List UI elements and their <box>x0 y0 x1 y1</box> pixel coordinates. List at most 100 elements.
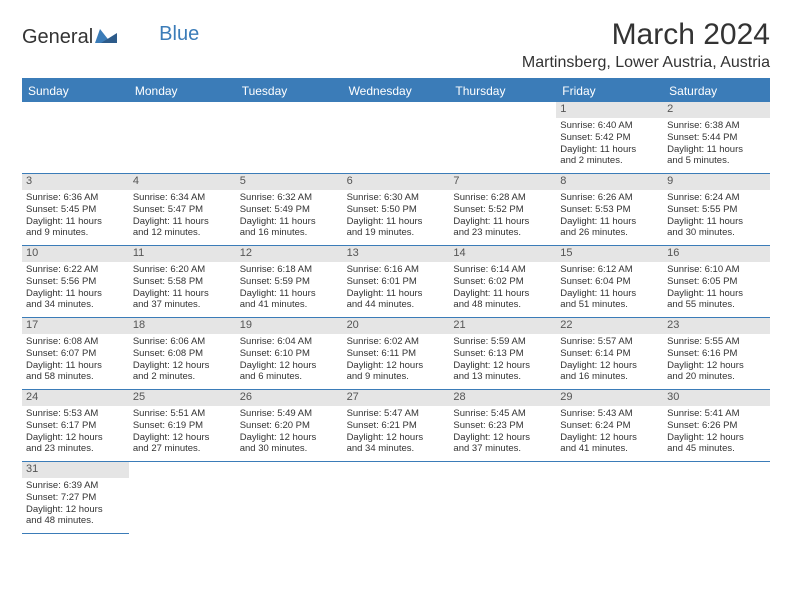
day-info-line: Sunrise: 5:45 AM <box>453 408 552 420</box>
day-info-line: Sunset: 6:08 PM <box>133 348 232 360</box>
day-cell: 8Sunrise: 6:26 AMSunset: 5:53 PMDaylight… <box>556 174 663 246</box>
day-cell: 4Sunrise: 6:34 AMSunset: 5:47 PMDaylight… <box>129 174 236 246</box>
day-info-line: Daylight: 11 hours <box>667 216 766 228</box>
day-info-line: and 37 minutes. <box>133 299 232 311</box>
logo-text-general: General <box>22 26 93 49</box>
day-number: 30 <box>663 390 770 406</box>
day-cell: 2Sunrise: 6:38 AMSunset: 5:44 PMDaylight… <box>663 102 770 174</box>
day-info-line: Sunrise: 6:34 AM <box>133 192 232 204</box>
day-info-line: Sunrise: 6:26 AM <box>560 192 659 204</box>
day-number: 27 <box>343 390 450 406</box>
day-info-line: Daylight: 12 hours <box>667 432 766 444</box>
day-cell: 15Sunrise: 6:12 AMSunset: 6:04 PMDayligh… <box>556 246 663 318</box>
day-info-line: Daylight: 11 hours <box>133 216 232 228</box>
day-info-line: Sunrise: 6:12 AM <box>560 264 659 276</box>
calendar-grid: SundayMondayTuesdayWednesdayThursdayFrid… <box>22 78 770 534</box>
day-cell: 6Sunrise: 6:30 AMSunset: 5:50 PMDaylight… <box>343 174 450 246</box>
day-number: 18 <box>129 318 236 334</box>
day-info-line: Daylight: 11 hours <box>26 360 125 372</box>
day-info-line: and 19 minutes. <box>347 227 446 239</box>
month-title: March 2024 <box>522 18 770 52</box>
day-cell: 23 Sunrise: 5:55 AMSunset: 6:16 PMDayligh… <box>663 318 770 390</box>
day-info-line: Sunset: 6:23 PM <box>453 420 552 432</box>
day-info-line: Sunset: 6:07 PM <box>26 348 125 360</box>
day-cell: 5Sunrise: 6:32 AMSunset: 5:49 PMDaylight… <box>236 174 343 246</box>
day-info-line: Daylight: 12 hours <box>26 504 125 516</box>
day-info-line: Sunrise: 6:28 AM <box>453 192 552 204</box>
day-number: 25 <box>129 390 236 406</box>
day-info-line: Sunrise: 6:38 AM <box>667 120 766 132</box>
day-cell: 19Sunrise: 6:04 AMSunset: 6:10 PMDayligh… <box>236 318 343 390</box>
day-info-line: Daylight: 11 hours <box>347 216 446 228</box>
day-info-line: Sunset: 6:16 PM <box>667 348 766 360</box>
day-info-line: Sunrise: 6:30 AM <box>347 192 446 204</box>
day-number: 9 <box>663 174 770 190</box>
day-info-line: Daylight: 11 hours <box>560 144 659 156</box>
day-info-line: Sunset: 5:53 PM <box>560 204 659 216</box>
day-info-line: Sunset: 5:58 PM <box>133 276 232 288</box>
day-info-line: Sunrise: 5:51 AM <box>133 408 232 420</box>
day-info-line: and 2 minutes. <box>133 371 232 383</box>
weekday-header: Friday <box>556 80 663 102</box>
day-cell: 26Sunrise: 5:49 AMSunset: 6:20 PMDayligh… <box>236 390 343 462</box>
day-number: 14 <box>449 246 556 262</box>
day-number: 31 <box>22 462 129 478</box>
day-cell: 22Sunrise: 5:57 AMSunset: 6:14 PMDayligh… <box>556 318 663 390</box>
day-info-line: and 16 minutes. <box>240 227 339 239</box>
day-info-line: and 27 minutes. <box>133 443 232 455</box>
day-info-line: Sunrise: 6:06 AM <box>133 336 232 348</box>
day-info-line: and 12 minutes. <box>133 227 232 239</box>
day-cell: 3Sunrise: 6:36 AMSunset: 5:45 PMDaylight… <box>22 174 129 246</box>
day-info-line: Sunset: 5:50 PM <box>347 204 446 216</box>
day-info-line: Sunrise: 5:43 AM <box>560 408 659 420</box>
day-cell: 14Sunrise: 6:14 AMSunset: 6:02 PMDayligh… <box>449 246 556 318</box>
day-info-line: Daylight: 11 hours <box>667 288 766 300</box>
day-info-line: Sunset: 5:56 PM <box>26 276 125 288</box>
day-number: 2 <box>663 102 770 118</box>
day-number: 24 <box>22 390 129 406</box>
weekday-header: Thursday <box>449 80 556 102</box>
day-info-line: and 55 minutes. <box>667 299 766 311</box>
day-info-line: Sunset: 7:27 PM <box>26 492 125 504</box>
day-cell: 30Sunrise: 5:41 AMSunset: 6:26 PMDayligh… <box>663 390 770 462</box>
title-block: March 2024 Martinsberg, Lower Austria, A… <box>522 18 770 72</box>
day-info-line: Daylight: 12 hours <box>667 360 766 372</box>
day-info-line: and 34 minutes. <box>26 299 125 311</box>
day-info-line: Sunset: 5:44 PM <box>667 132 766 144</box>
day-cell: 10Sunrise: 6:22 AMSunset: 5:56 PMDayligh… <box>22 246 129 318</box>
day-info-line: Sunrise: 6:32 AM <box>240 192 339 204</box>
weekday-header: Wednesday <box>343 80 450 102</box>
day-info-line: Sunrise: 5:55 AM <box>667 336 766 348</box>
day-info-line: Daylight: 11 hours <box>133 288 232 300</box>
day-cell: 9Sunrise: 6:24 AMSunset: 5:55 PMDaylight… <box>663 174 770 246</box>
logo: General Blue <box>22 18 199 49</box>
day-cell: 13Sunrise: 6:16 AMSunset: 6:01 PMDayligh… <box>343 246 450 318</box>
day-info-line: and 30 minutes. <box>240 443 339 455</box>
day-info-line: Daylight: 11 hours <box>347 288 446 300</box>
day-info-line: Sunrise: 5:47 AM <box>347 408 446 420</box>
day-info-line: Daylight: 12 hours <box>560 432 659 444</box>
day-info-line: Daylight: 11 hours <box>560 216 659 228</box>
day-info-line: and 13 minutes. <box>453 371 552 383</box>
empty-cell <box>129 102 236 174</box>
day-number: 11 <box>129 246 236 262</box>
day-info-line: and 6 minutes. <box>240 371 339 383</box>
day-info-line: Sunset: 6:05 PM <box>667 276 766 288</box>
day-info-line: Sunrise: 6:39 AM <box>26 480 125 492</box>
day-number: 29 <box>556 390 663 406</box>
day-info-line: and 45 minutes. <box>667 443 766 455</box>
day-info-line: Daylight: 11 hours <box>240 288 339 300</box>
day-info-line: Daylight: 11 hours <box>26 288 125 300</box>
day-number: 7 <box>449 174 556 190</box>
day-info-line: and 48 minutes. <box>453 299 552 311</box>
day-info-line: Sunset: 5:42 PM <box>560 132 659 144</box>
logo-text-blue: Blue <box>159 23 199 46</box>
day-number: 13 <box>343 246 450 262</box>
day-info-line: and 9 minutes. <box>347 371 446 383</box>
day-info-line: Sunset: 6:13 PM <box>453 348 552 360</box>
day-info-line: Sunrise: 6:14 AM <box>453 264 552 276</box>
empty-cell <box>343 102 450 174</box>
day-info-line: Sunset: 6:26 PM <box>667 420 766 432</box>
day-info-line: Sunrise: 5:49 AM <box>240 408 339 420</box>
day-number: 23 <box>663 318 770 334</box>
